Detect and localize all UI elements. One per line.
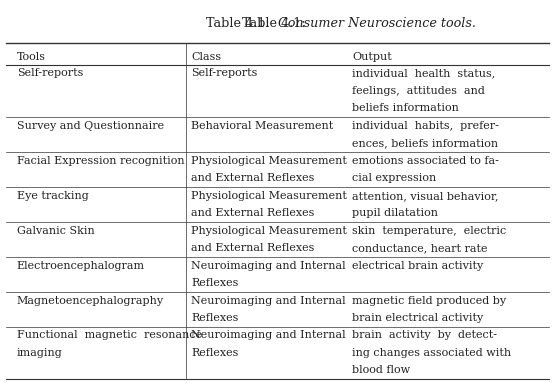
Text: Consumer Neuroscience tools.: Consumer Neuroscience tools. <box>278 17 476 30</box>
Text: imaging: imaging <box>17 348 62 358</box>
Text: Class: Class <box>191 52 221 62</box>
Text: Facial Expression recognition: Facial Expression recognition <box>17 156 184 166</box>
Text: Physiological Measurement: Physiological Measurement <box>191 156 347 166</box>
Text: Output: Output <box>352 52 392 62</box>
Text: Behavioral Measurement: Behavioral Measurement <box>191 121 334 131</box>
Text: Self-reports: Self-reports <box>191 68 258 78</box>
Text: brain electrical activity: brain electrical activity <box>352 313 483 323</box>
Text: electrical brain activity: electrical brain activity <box>352 261 483 271</box>
Text: conductance, heart rate: conductance, heart rate <box>352 243 488 253</box>
Text: magnetic field produced by: magnetic field produced by <box>352 296 507 306</box>
Text: Electroencephalogram: Electroencephalogram <box>17 261 145 271</box>
Text: feelings,  attitudes  and: feelings, attitudes and <box>352 86 485 96</box>
Text: Galvanic Skin: Galvanic Skin <box>17 226 94 236</box>
Text: brain  activity  by  detect-: brain activity by detect- <box>352 330 497 340</box>
Text: Magnetoencephalography: Magnetoencephalography <box>17 296 164 306</box>
Text: Tools: Tools <box>17 52 46 62</box>
Text: ing changes associated with: ing changes associated with <box>352 348 512 358</box>
Text: Physiological Measurement: Physiological Measurement <box>191 226 347 236</box>
Text: individual  health  status,: individual health status, <box>352 68 496 78</box>
Text: attention, visual behavior,: attention, visual behavior, <box>352 191 499 201</box>
Text: Neuroimaging and Internal: Neuroimaging and Internal <box>191 261 346 271</box>
Text: cial expression: cial expression <box>352 173 437 183</box>
Text: Physiological Measurement: Physiological Measurement <box>191 191 347 201</box>
Text: and External Reflexes: and External Reflexes <box>191 243 315 253</box>
Text: pupil dilatation: pupil dilatation <box>352 208 438 218</box>
Text: Reflexes: Reflexes <box>191 313 239 323</box>
Text: Functional  magnetic  resonance: Functional magnetic resonance <box>17 330 202 340</box>
Text: ences, beliefs information: ences, beliefs information <box>352 138 498 148</box>
Text: skin  temperature,  electric: skin temperature, electric <box>352 226 507 236</box>
Text: Reflexes: Reflexes <box>191 348 239 358</box>
Text: Eye tracking: Eye tracking <box>17 191 88 201</box>
Text: Table 4.1:: Table 4.1: <box>241 17 314 30</box>
Text: Reflexes: Reflexes <box>191 278 239 288</box>
Text: blood flow: blood flow <box>352 366 411 376</box>
Text: and External Reflexes: and External Reflexes <box>191 173 315 183</box>
Text: Survey and Questionnaire: Survey and Questionnaire <box>17 121 164 131</box>
Text: emotions associated to fa-: emotions associated to fa- <box>352 156 500 166</box>
Text: Self-reports: Self-reports <box>17 68 83 78</box>
Text: and External Reflexes: and External Reflexes <box>191 208 315 218</box>
Text: Neuroimaging and Internal: Neuroimaging and Internal <box>191 330 346 340</box>
Text: beliefs information: beliefs information <box>352 103 460 113</box>
Text: Neuroimaging and Internal: Neuroimaging and Internal <box>191 296 346 306</box>
Text: individual  habits,  prefer-: individual habits, prefer- <box>352 121 500 131</box>
Text: Table 4.1:: Table 4.1: <box>206 17 278 30</box>
